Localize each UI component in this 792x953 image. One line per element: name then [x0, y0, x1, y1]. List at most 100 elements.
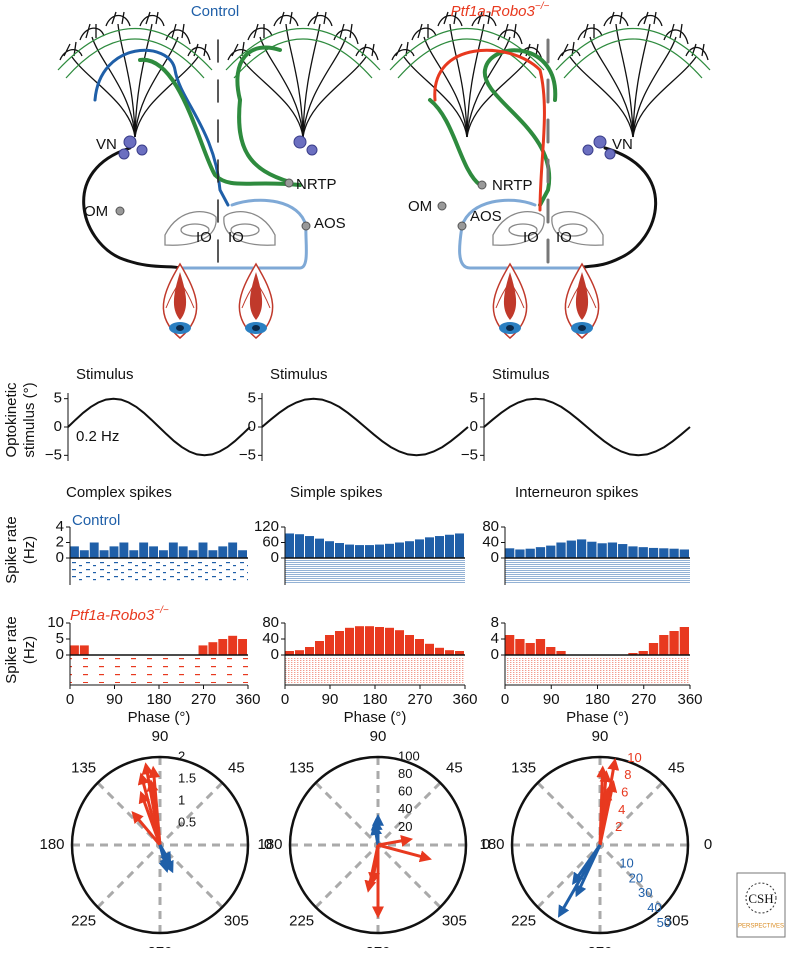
bar	[445, 650, 454, 655]
bar	[435, 647, 444, 655]
y-tick-label: 40	[482, 533, 499, 550]
bar	[355, 626, 364, 655]
angle-label: 270	[365, 944, 390, 948]
row-label-sup: −/−	[154, 605, 169, 616]
row-label-main: Ptf1a-Robo3	[70, 607, 155, 624]
vector-arrow	[596, 765, 609, 846]
r-tick-label: 20	[398, 819, 412, 834]
x-tick-label: 0	[281, 691, 289, 708]
bar	[576, 539, 587, 558]
bar	[208, 550, 218, 558]
y-tick-label: 2	[56, 533, 64, 550]
bar	[198, 645, 208, 655]
bar	[139, 542, 149, 558]
label: IO	[196, 229, 212, 246]
y-tick-label: 120	[254, 518, 279, 535]
x-tick-label: 270	[407, 691, 432, 708]
x-tick-label: 0	[66, 691, 74, 708]
bar	[425, 643, 434, 655]
bar	[119, 542, 129, 558]
stimulus-line	[261, 397, 469, 457]
r-tick-label: 20	[629, 870, 643, 885]
bar	[129, 550, 139, 558]
bar	[435, 536, 444, 558]
bar	[638, 547, 648, 558]
bar	[679, 627, 689, 655]
label: NRTP	[296, 176, 337, 193]
bar	[208, 642, 218, 655]
r-tick-label: 0.5	[178, 814, 196, 829]
r-tick-label: 60	[398, 784, 412, 799]
label: IO	[556, 229, 572, 246]
bar	[335, 543, 344, 558]
bar	[159, 550, 168, 558]
panel-title: Complex spikes	[66, 484, 172, 501]
bar	[325, 635, 334, 655]
bar	[648, 643, 659, 655]
y-tick-label: 0	[54, 418, 62, 435]
label: IO	[228, 229, 244, 246]
r-tick-label: 2	[615, 819, 622, 834]
y-axis-label: Spike rate	[3, 616, 20, 684]
bar	[335, 631, 344, 655]
angle-label: 0	[704, 836, 712, 853]
y-tick-label: 5	[470, 390, 478, 407]
y-tick-label: 80	[482, 518, 499, 535]
r-tick-label: 8	[624, 767, 631, 782]
angle-label: 305	[664, 912, 689, 929]
x-tick-label: 90	[106, 691, 123, 708]
y-axis-label: (Hz)	[21, 536, 38, 564]
label: AOS	[470, 208, 502, 225]
bar	[385, 627, 394, 655]
panel-title: Stimulus	[270, 366, 328, 383]
bar	[168, 542, 178, 558]
label: VN	[612, 136, 633, 153]
panel-title: Simple spikes	[290, 484, 383, 501]
angle-label: 225	[289, 912, 314, 929]
angle-label: 305	[224, 912, 249, 929]
bar	[395, 542, 404, 558]
bar	[669, 548, 679, 558]
bar	[99, 550, 109, 558]
x-tick-label: 360	[452, 691, 477, 708]
bar	[648, 547, 659, 558]
panel-title: Stimulus	[492, 366, 550, 383]
title-sup: −/−	[535, 1, 550, 12]
raster	[505, 657, 690, 683]
bar	[587, 541, 597, 558]
bar	[535, 547, 546, 558]
angle-label: 180	[479, 836, 504, 853]
x-tick-label: 90	[543, 691, 560, 708]
angle-label: 90	[152, 728, 169, 745]
bar	[535, 639, 546, 655]
panel-title: Interneuron spikes	[515, 484, 638, 501]
logo: CSH PERSPECTIVES	[736, 872, 786, 938]
bar	[505, 635, 515, 655]
bar	[188, 550, 198, 558]
logo-subtext: PERSPECTIVES	[738, 924, 784, 930]
vector-arrow	[131, 810, 162, 846]
bar	[238, 550, 247, 558]
r-tick-label: 6	[621, 784, 628, 799]
bar	[669, 631, 679, 655]
bar	[228, 635, 238, 655]
raster	[285, 560, 465, 583]
x-tick-label: 180	[146, 691, 171, 708]
x-tick-label: 180	[362, 691, 387, 708]
bar	[345, 544, 354, 558]
bar	[415, 539, 424, 558]
bar	[109, 546, 119, 558]
y-tick-label: 4	[491, 630, 499, 647]
bar	[345, 627, 354, 655]
vector-arrow	[368, 844, 381, 885]
bar	[415, 639, 424, 655]
bar	[405, 635, 414, 655]
stimulus-line	[483, 397, 691, 457]
bar	[325, 541, 334, 558]
vector-arrow	[148, 765, 162, 846]
r-tick-label: 2	[178, 748, 185, 763]
bar	[546, 647, 556, 655]
label: OM	[84, 203, 108, 220]
r-tick-label: 40	[398, 801, 412, 816]
r-tick-label: 1	[178, 792, 185, 807]
